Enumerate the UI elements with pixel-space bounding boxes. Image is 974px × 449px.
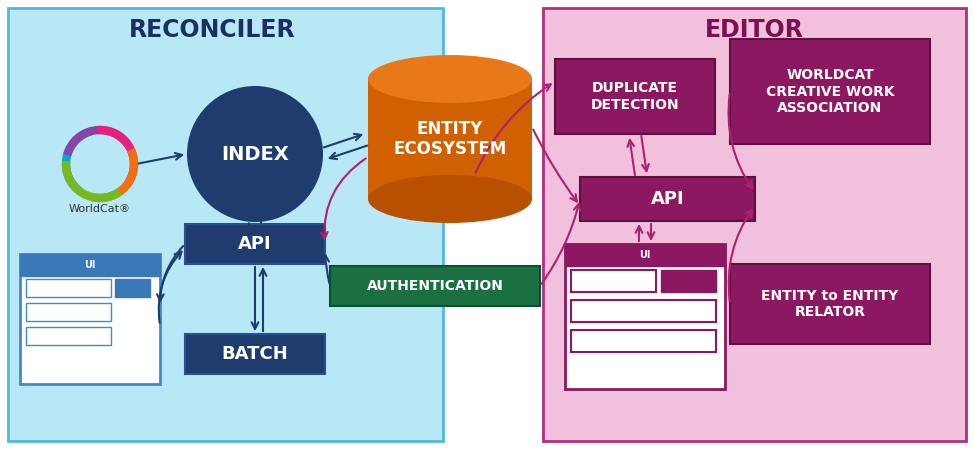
Bar bbox=[571, 330, 716, 352]
Bar bbox=[555, 59, 715, 134]
Bar bbox=[543, 8, 966, 441]
Bar bbox=[565, 244, 725, 389]
Bar bbox=[730, 264, 930, 344]
Text: EDITOR: EDITOR bbox=[705, 18, 804, 42]
Text: UI: UI bbox=[639, 250, 651, 260]
Bar bbox=[8, 8, 443, 441]
Bar bbox=[26, 303, 111, 321]
Text: API: API bbox=[239, 235, 272, 253]
Text: BATCH: BATCH bbox=[222, 345, 288, 363]
Bar bbox=[565, 244, 725, 266]
Text: ENTITY to ENTITY
RELATOR: ENTITY to ENTITY RELATOR bbox=[762, 289, 899, 319]
Bar bbox=[368, 79, 532, 199]
Bar bbox=[26, 279, 111, 297]
Text: WORLDCAT
CREATIVE WORK
ASSOCIATION: WORLDCAT CREATIVE WORK ASSOCIATION bbox=[766, 68, 894, 114]
Circle shape bbox=[187, 86, 323, 222]
Text: AUTHENTICATION: AUTHENTICATION bbox=[366, 279, 504, 293]
Text: API: API bbox=[651, 190, 685, 208]
Bar bbox=[20, 254, 160, 276]
Bar bbox=[330, 266, 540, 306]
Text: UI: UI bbox=[85, 260, 95, 270]
Bar bbox=[571, 270, 656, 292]
Bar bbox=[571, 300, 716, 322]
Bar bbox=[185, 334, 325, 374]
Bar bbox=[20, 254, 160, 384]
Bar bbox=[580, 177, 755, 221]
Text: ENTITY
ECOSYSTEM: ENTITY ECOSYSTEM bbox=[393, 119, 506, 158]
Bar bbox=[26, 327, 111, 345]
Bar bbox=[730, 39, 930, 144]
Text: DUPLICATE
DETECTION: DUPLICATE DETECTION bbox=[590, 81, 679, 112]
Bar bbox=[185, 224, 325, 264]
Bar bbox=[661, 270, 716, 292]
Bar bbox=[115, 279, 150, 297]
Ellipse shape bbox=[368, 55, 532, 103]
Text: WorldCat®: WorldCat® bbox=[69, 204, 131, 214]
Text: RECONCILER: RECONCILER bbox=[130, 18, 296, 42]
Text: INDEX: INDEX bbox=[221, 145, 289, 163]
Ellipse shape bbox=[368, 175, 532, 223]
